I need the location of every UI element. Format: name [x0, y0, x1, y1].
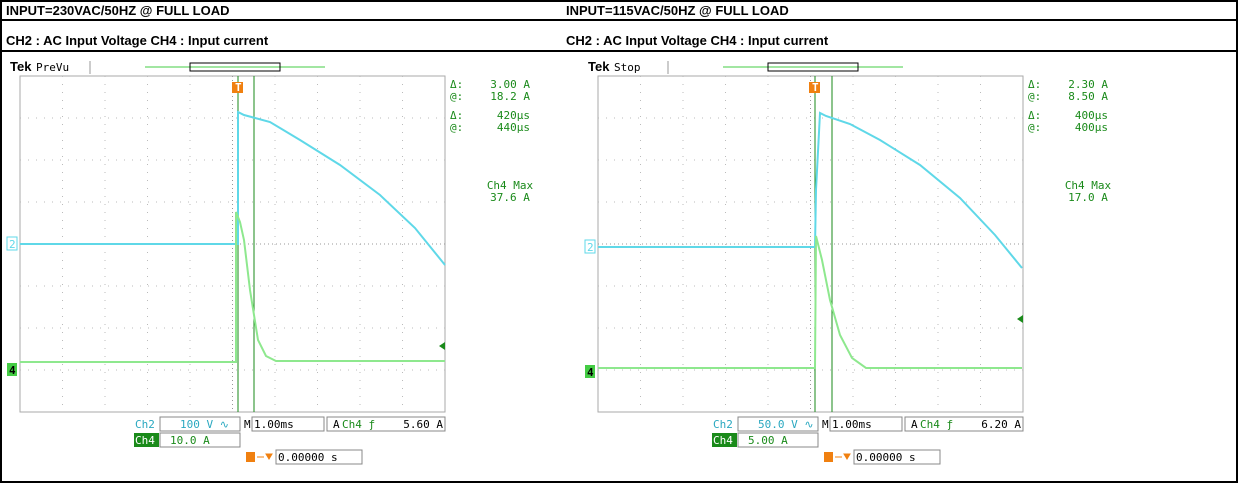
brand: Tek	[10, 59, 32, 74]
ch4-label: Ch4	[713, 434, 733, 447]
timebase-prefix: M	[244, 418, 251, 431]
trigger-marker-label: T	[812, 81, 819, 94]
position-icon	[824, 452, 833, 462]
position: 0.00000 s	[856, 451, 916, 464]
trigger-prefix: A	[911, 418, 918, 431]
trigger-prefix: A	[333, 418, 340, 431]
readout-value: 440µs	[497, 121, 530, 134]
ch2-setting: 50.0 V ∿	[758, 418, 814, 431]
readout-label: @:	[1028, 90, 1041, 103]
readout-label: @:	[450, 90, 463, 103]
position: 0.00000 s	[278, 451, 338, 464]
status: Stop	[614, 61, 641, 74]
subheader: CH2 : AC Input Voltage CH4 : Input curre…	[566, 33, 829, 48]
header: INPUT=115VAC/50HZ @ FULL LOAD	[566, 3, 789, 18]
trigger-marker-label: T	[235, 81, 242, 94]
readout-label: @:	[1028, 121, 1041, 134]
readout-label: @:	[450, 121, 463, 134]
trigger-source: Ch4 ƒ	[342, 418, 375, 431]
ch2-setting: 100 V ∿	[180, 418, 229, 431]
ch2-marker-label: 2	[587, 241, 594, 254]
ch4-marker-label: 4	[9, 364, 16, 377]
max-value: 17.0 A	[1068, 191, 1108, 204]
position-icon	[246, 452, 255, 462]
ch4-setting: 5.00 A	[748, 434, 788, 447]
readout-value: 400µs	[1075, 121, 1108, 134]
timebase: 1.00ms	[832, 418, 872, 431]
header: INPUT=230VAC/50HZ @ FULL LOAD	[6, 3, 229, 18]
ch4-marker-label: 4	[587, 366, 594, 379]
readout-value: 8.50 A	[1068, 90, 1108, 103]
trigger-level-value: 5.60 A	[403, 418, 443, 431]
ch2-marker-label: 2	[9, 238, 16, 251]
readout-value: 18.2 A	[490, 90, 530, 103]
trigger-level-value: 6.20 A	[981, 418, 1021, 431]
timebase-prefix: M	[822, 418, 829, 431]
subheader: CH2 : AC Input Voltage CH4 : Input curre…	[6, 33, 269, 48]
trigger-source: Ch4 ƒ	[920, 418, 953, 431]
max-value: 37.6 A	[490, 191, 530, 204]
ch2-label: Ch2	[713, 418, 733, 431]
brand: Tek	[588, 59, 610, 74]
ch4-setting: 10.0 A	[170, 434, 210, 447]
status: PreVu	[36, 61, 69, 74]
timebase: 1.00ms	[254, 418, 294, 431]
page: INPUT=230VAC/50HZ @ FULL LOAD INPUT=115V…	[0, 0, 1238, 483]
ch4-label: Ch4	[135, 434, 155, 447]
ch2-label: Ch2	[135, 418, 155, 431]
